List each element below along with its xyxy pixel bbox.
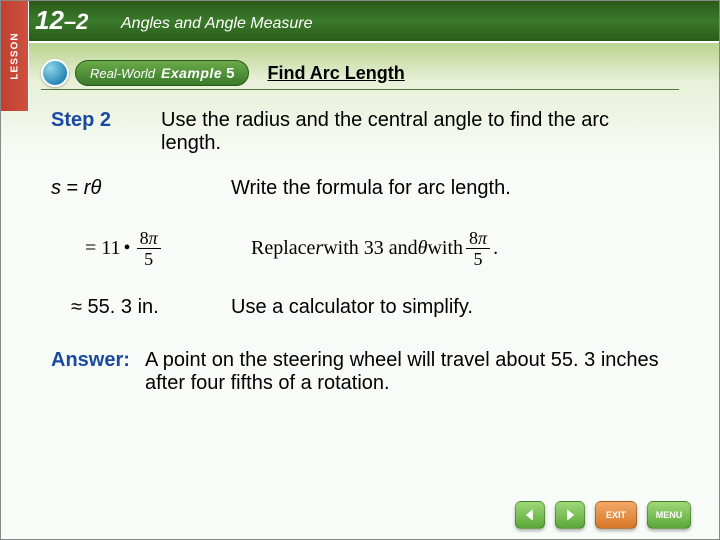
example-pill: Real-World Example 5 <box>75 60 249 86</box>
lesson-tab-label: LESSON <box>9 32 20 79</box>
approx-row: ≈ 55. 3 in. Use a calculator to simplify… <box>51 296 669 319</box>
slide-title: Find Arc Length <box>267 63 404 84</box>
approx-symbol: ≈ <box>71 296 82 318</box>
substitution-explanation: Replace r with 33 and θ with 8π 5 . <box>251 229 669 268</box>
r-var: r <box>315 237 323 260</box>
arrow-right-icon <box>563 508 577 522</box>
next-button[interactable] <box>555 501 585 529</box>
answer-block: Answer: A point on the steering wheel wi… <box>51 349 669 395</box>
lesson-section: 2 <box>76 9 88 35</box>
answer-text: A point on the steering wheel will trave… <box>145 349 669 395</box>
formula-expression: s = rθ <box>51 177 231 200</box>
substitution-left: = 11 • 8π 5 <box>51 229 251 268</box>
eq-prefix: = 11 <box>85 237 121 260</box>
step-instruction: Use the radius and the central angle to … <box>161 109 669 155</box>
menu-button[interactable]: MENU <box>647 501 691 529</box>
answer-label: Answer: <box>51 349 145 395</box>
lesson-chapter: 12 <box>35 5 64 36</box>
frac2-num: 8π <box>466 229 490 249</box>
real-world-label: Real-World <box>90 66 155 81</box>
content-area: Step 2 Use the radius and the central an… <box>51 109 669 395</box>
example-word: Example <box>161 65 222 81</box>
approx-num: 55. 3 in. <box>82 296 159 318</box>
frac2-den: 5 <box>474 249 483 268</box>
header-band <box>1 1 719 43</box>
frac1-num: 8π <box>137 229 161 249</box>
fraction-1: 8π 5 <box>137 229 161 268</box>
step-label: Step 2 <box>51 109 161 155</box>
approx-explanation: Use a calculator to simplify. <box>231 296 669 319</box>
example-bar: Real-World Example 5 Find Arc Length <box>41 57 681 89</box>
fraction-2: 8π 5 <box>466 229 490 268</box>
frac1-den: 5 <box>144 249 153 268</box>
divider <box>41 89 679 90</box>
replace-prefix: Replace <box>251 237 315 260</box>
arrow-left-icon <box>523 508 537 522</box>
formula-row: s = rθ Write the formula for arc length. <box>51 177 669 200</box>
formula-s: s <box>51 177 61 199</box>
example-number: 5 <box>226 65 234 82</box>
theta-var: θ <box>418 237 428 260</box>
formula-eq: = <box>61 177 84 199</box>
step-row: Step 2 Use the radius and the central an… <box>51 109 669 155</box>
nav-buttons: EXIT MENU <box>515 501 691 529</box>
exit-label: EXIT <box>606 510 626 520</box>
globe-icon <box>41 59 69 87</box>
with-text-1: with 33 and <box>323 237 417 260</box>
eq-dot: • <box>124 237 131 260</box>
lesson-tab: LESSON <box>1 1 29 111</box>
lesson-dash: – <box>64 9 76 35</box>
menu-label: MENU <box>656 510 683 520</box>
substitution-row: = 11 • 8π 5 Replace r with 33 and θ with… <box>51 226 669 270</box>
exit-button[interactable]: EXIT <box>595 501 637 529</box>
formula-explanation: Write the formula for arc length. <box>231 177 669 200</box>
with-text-2: with <box>427 237 463 260</box>
lesson-title: Angles and Angle Measure <box>121 15 313 33</box>
formula-rhs: rθ <box>84 177 102 199</box>
period: . <box>493 237 498 260</box>
approx-value: ≈ 55. 3 in. <box>51 296 231 319</box>
lesson-number: 12 – 2 <box>35 5 88 36</box>
prev-button[interactable] <box>515 501 545 529</box>
